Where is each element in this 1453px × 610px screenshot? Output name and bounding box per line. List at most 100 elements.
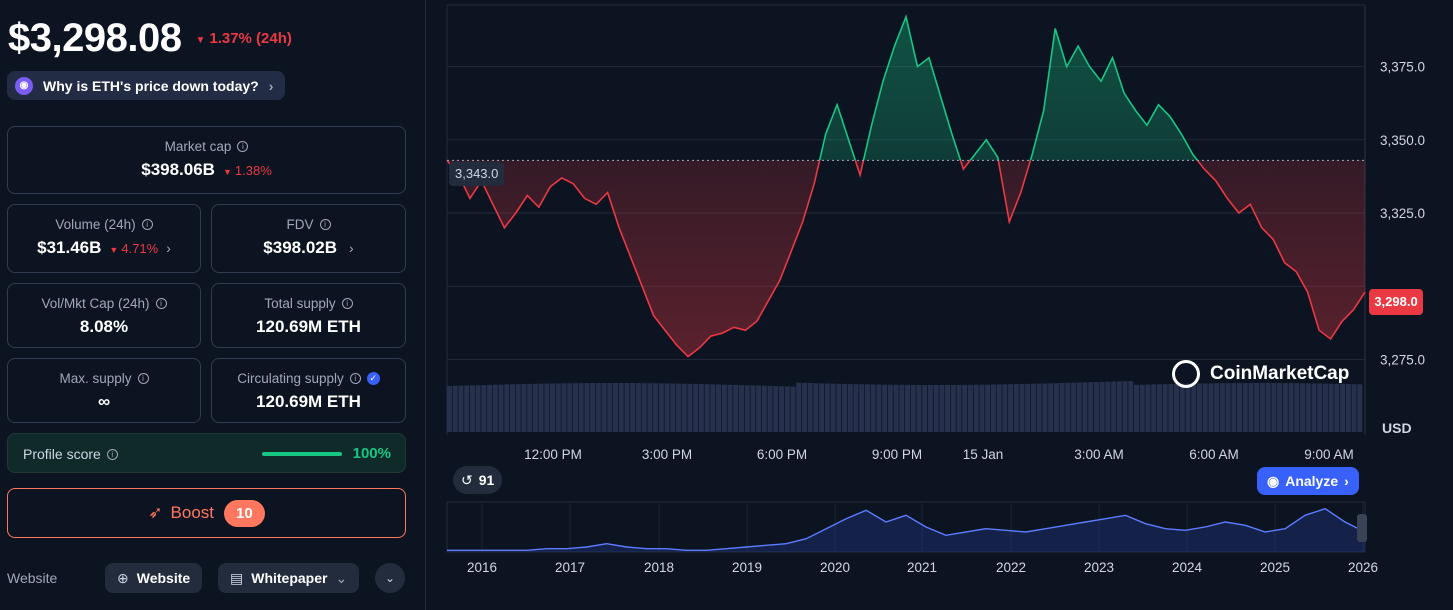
volume-bar: [819, 383, 825, 432]
analyze-button[interactable]: ◉ Analyze ›: [1257, 467, 1359, 495]
profile-score-bar: [262, 452, 342, 456]
volume-bar: [1145, 384, 1151, 432]
overview-x-tick-label: 2019: [732, 560, 762, 575]
info-icon[interactable]: i: [349, 373, 361, 384]
market-cap-card[interactable]: Market cap i $398.06B ▼ 1.38%: [7, 126, 406, 194]
volume-bar: [1242, 383, 1248, 432]
volume-bar: [842, 383, 848, 432]
volume-bar: [750, 385, 756, 432]
volume-bar: [996, 384, 1002, 432]
volume-bar: [1059, 382, 1065, 432]
volume-card[interactable]: Volume (24h) i $31.46B ▼ 4.71% ›: [7, 204, 201, 273]
volume-bar: [1134, 384, 1139, 432]
volume-bar: [945, 384, 951, 432]
overview-x-tick-label: 2022: [996, 560, 1026, 575]
boost-button[interactable]: ➶ Boost 10: [7, 488, 406, 538]
vol-mkt-cap-label: Vol/Mkt Cap (24h): [41, 296, 150, 311]
volume-bar: [624, 383, 630, 432]
chevron-down-icon: ⌄: [335, 569, 348, 586]
volume-bar: [572, 383, 578, 432]
x-tick-label: 15 Jan: [963, 447, 1004, 462]
more-links-button[interactable]: ⌄: [375, 563, 405, 593]
volume-bar: [830, 383, 836, 432]
volume-change: 4.71%: [121, 240, 159, 256]
volume-label: Volume (24h): [55, 217, 136, 232]
volume-bar: [887, 384, 893, 432]
triangle-down-icon: ▼: [195, 35, 206, 46]
info-icon[interactable]: i: [141, 219, 153, 230]
volume-bar: [670, 383, 676, 432]
volume-bar: [607, 383, 613, 432]
whitepaper-dropdown[interactable]: ▤ Whitepaper ⌄: [218, 563, 360, 593]
volume-bar: [544, 383, 550, 432]
volume-bar: [1036, 383, 1042, 432]
history-count: 91: [478, 472, 495, 488]
volume-bar: [1282, 383, 1288, 432]
volume-bar: [1116, 381, 1122, 432]
volume-bar: [630, 383, 636, 432]
volume-bar: [487, 384, 493, 432]
info-icon[interactable]: i: [319, 219, 331, 230]
volume-bar: [796, 382, 802, 432]
chevron-right-icon: ›: [349, 240, 354, 256]
volume-bar: [807, 383, 813, 432]
volume-bar: [864, 384, 870, 432]
volume-bar: [1179, 383, 1185, 432]
volume-bar: [756, 385, 762, 432]
volume-bar: [1225, 383, 1231, 432]
fdv-card[interactable]: FDV i $398.02B ›: [211, 204, 406, 273]
volume-bar: [939, 384, 945, 432]
info-icon[interactable]: i: [341, 298, 353, 309]
volume-bar: [922, 384, 928, 432]
volume-bar: [767, 385, 773, 432]
analyze-label: Analyze: [1285, 473, 1339, 489]
whitepaper-label: Whitepaper: [251, 570, 328, 586]
volume-bar: [1002, 384, 1008, 432]
overview-frame: [446, 501, 1366, 553]
info-icon[interactable]: i: [137, 373, 149, 384]
volume-bar: [452, 385, 458, 432]
coinmarketcap-logo-icon: [1172, 360, 1200, 388]
volume-bar: [698, 384, 704, 432]
x-tick-label: 9:00 PM: [872, 447, 922, 462]
volume-bar: [1277, 383, 1283, 432]
why-price-down-button[interactable]: ◉ Why is ETH's price down today? ›: [7, 71, 286, 100]
verified-check-icon: ✓: [366, 372, 380, 385]
volume-bar: [870, 384, 876, 432]
current-price: $3,298.08: [8, 16, 182, 60]
chevron-right-icon: ›: [166, 240, 171, 256]
info-icon[interactable]: i: [237, 141, 249, 152]
x-tick-label: 9:00 AM: [1304, 447, 1354, 462]
volume-bar: [1271, 383, 1277, 432]
overview-x-tick-label: 2026: [1348, 560, 1378, 575]
volume-bar: [967, 384, 973, 432]
volume-bar: [956, 384, 962, 432]
profile-score: Profile score i 100%: [7, 433, 406, 473]
volume-bar: [664, 383, 670, 432]
volume-bar: [469, 385, 475, 432]
volume-bar: [567, 383, 573, 432]
volume-bar: [927, 384, 933, 432]
globe-icon: ⊕: [117, 569, 129, 586]
profile-score-value: 100%: [352, 445, 391, 462]
volume-bar: [979, 384, 985, 432]
website-link-label: Website: [136, 570, 191, 586]
price-chart-area[interactable]: 3,375.0 3,350.0 3,325.0 3,275.0 12:00 PM 3:00…: [427, 0, 1453, 610]
volume-bar: [521, 384, 527, 432]
volume-bar: [1334, 383, 1340, 432]
price-area-down: [447, 160, 1365, 357]
info-icon[interactable]: i: [106, 448, 118, 460]
volume-bar: [538, 383, 544, 432]
website-link-button[interactable]: ⊕ Website: [105, 563, 203, 593]
history-button[interactable]: ↺ 91: [453, 466, 503, 494]
price-chart[interactable]: 3,375.0 3,350.0 3,325.0 3,275.0 12:00 PM 3:00…: [427, 0, 1453, 610]
volume-bar: [1259, 383, 1265, 432]
volume-bar: [687, 383, 693, 432]
volume-bar: [1174, 383, 1180, 432]
overview-x-tick-label: 2018: [644, 560, 674, 575]
volume-bar: [1030, 383, 1036, 432]
volume-bar: [647, 383, 653, 432]
info-icon[interactable]: i: [155, 298, 167, 309]
volume-bar: [990, 384, 996, 432]
chevron-down-icon: ⌄: [384, 571, 396, 585]
